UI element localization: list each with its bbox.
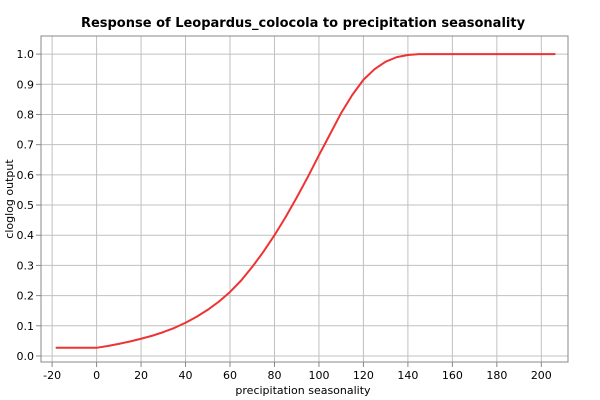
data-point [195,315,198,318]
data-point [518,53,520,55]
data-point [395,56,398,58]
data-point [218,300,220,303]
plot-area-border [40,35,569,363]
series [55,53,556,349]
x-tick-label: 160 [442,369,463,382]
x-tick-label: -20 [43,369,61,382]
x-tick-label: 40 [179,369,193,382]
data-point [284,216,287,218]
x-tick-label: 140 [397,369,418,382]
chart-title: Response of Leopardus_colocola to precip… [81,16,526,31]
y-tick-label: 0.7 [17,139,35,152]
data-point [162,331,165,333]
data-point [55,347,58,349]
data-point [329,133,331,135]
y-tick-label: 1.0 [17,48,35,61]
data-point [429,53,431,55]
y-tick-label: 0.0 [17,350,35,363]
x-tick-label: 180 [486,369,507,382]
grid [41,36,568,362]
data-point [496,53,498,55]
x-tick-label: 120 [353,369,374,382]
data-point [340,112,342,114]
y-tick-label: 0.6 [17,169,35,182]
data-point [351,94,354,96]
x-tick-label: 200 [531,369,552,382]
data-point [540,53,543,55]
x-tick-label: 60 [223,369,237,382]
y-tick-label: 0.1 [17,320,35,333]
x-axis-label: precipitation seasonality [235,384,371,397]
data-point [118,343,120,345]
data-point [251,266,254,268]
y-tick-label: 0.8 [17,108,35,121]
y-tick-label: 0.9 [17,78,35,91]
data-point [262,251,265,253]
data-point [229,291,231,293]
data-point [206,308,209,311]
data-point [240,279,242,282]
data-point [129,340,131,343]
axes: -20 0 20 40 60 80 100 120 140 160 180 200 0.0 0.1 0.2 0… [17,48,552,382]
data-point [73,347,76,349]
data-point [373,68,376,70]
y-tick-label: 0.2 [17,290,35,303]
data-point [307,176,309,178]
data-point [295,196,298,199]
data-point [473,53,476,55]
x-tick-label: 80 [267,369,281,382]
series-line-response [55,53,556,349]
x-tick-label: 100 [308,369,329,382]
data-point [140,337,142,340]
x-tick-label: 0 [93,369,100,382]
data-point [106,345,109,347]
y-tick-label: 0.3 [17,259,35,272]
data-point [184,321,187,324]
data-point [407,54,409,56]
y-axis-label: cloglog output [3,159,16,239]
data-point [95,347,98,349]
x-tick-label: 20 [134,369,148,382]
data-point [418,53,420,55]
data-point [451,53,454,55]
data-point [553,53,556,55]
data-point [362,78,365,81]
data-point [151,334,153,337]
data-point [173,327,176,329]
data-point [384,60,387,63]
data-point [273,234,276,237]
y-tick-label: 0.5 [17,199,35,212]
data-point [318,154,320,157]
y-tick-label: 0.4 [17,229,35,242]
